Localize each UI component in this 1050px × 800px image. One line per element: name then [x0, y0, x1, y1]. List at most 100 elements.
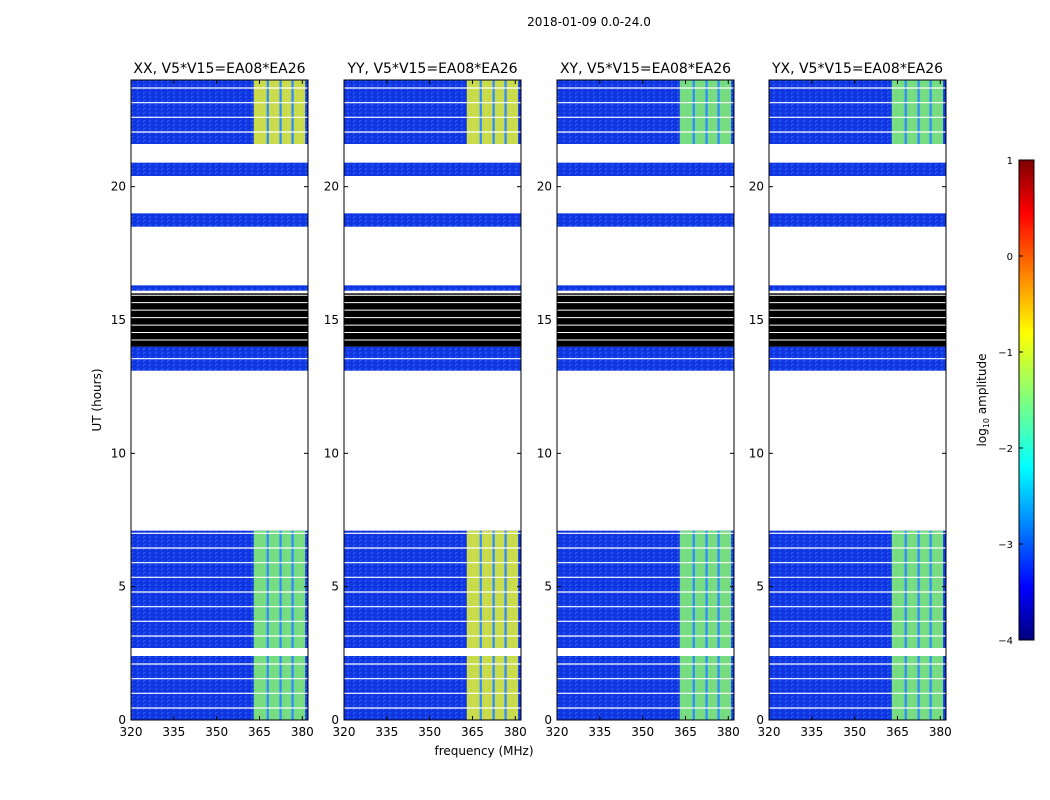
x-tick-label: 380 [929, 725, 952, 739]
panel-2: XY, V5*V15=EA08*EA26 320 335 350 365 380 0 5 10 1… [537, 61, 740, 739]
colorbar-label-sub: 10 [982, 418, 991, 428]
channel-gap [705, 80, 708, 144]
channel-gap [917, 80, 920, 144]
data-speckle [344, 213, 521, 227]
y-tick-label: 20 [537, 180, 552, 194]
colorbar-label-rest: amplitude [975, 354, 989, 418]
data-speckle [557, 213, 734, 227]
colorbar-tick-label: −2 [998, 444, 1013, 455]
channel-gap [692, 530, 695, 648]
colorbar: 10−1−2−3−4 log10 amplitude [975, 156, 1035, 647]
channel-gap [705, 656, 708, 720]
panel-title: YY, V5*V15=EA08*EA26 [346, 61, 517, 77]
x-tick-label: 320 [758, 725, 781, 739]
panel-frame [343, 79, 522, 721]
x-tick-label: 335 [588, 725, 611, 739]
channel-gap [266, 656, 269, 720]
channel-gap [717, 656, 720, 720]
flagged-block [769, 293, 946, 347]
x-tick-label: 335 [375, 725, 398, 739]
channel-gap [492, 530, 495, 648]
x-tick-label: 320 [120, 725, 143, 739]
data-speckle [344, 285, 521, 291]
data-speckle [131, 213, 308, 227]
channel-gap [479, 530, 482, 648]
panel-1: YY, V5*V15=EA08*EA26 320 335 350 365 380 0 5 10 1… [324, 61, 527, 739]
x-tick-label: 350 [205, 725, 228, 739]
data-speckle [344, 162, 521, 176]
channel-gap [279, 530, 282, 648]
channel-gap [929, 80, 932, 144]
channel-gap [504, 656, 507, 720]
x-tick-label: 350 [843, 725, 866, 739]
y-tick-label: 15 [111, 313, 126, 327]
y-tick-label: 10 [537, 446, 552, 460]
channel-gap [904, 80, 907, 144]
colorbar-tick-label: −4 [998, 636, 1013, 647]
y-axis-label: UT (hours) [90, 368, 104, 431]
data-speckle [131, 162, 308, 176]
channel-gap [929, 656, 932, 720]
x-axis-label: frequency (MHz) [434, 744, 533, 758]
channel-gap [717, 80, 720, 144]
channel-gap [279, 80, 282, 144]
panel-3: YX, V5*V15=EA08*EA26 320 335 350 365 380 0 5 10 1… [749, 61, 952, 739]
channel-gap [717, 530, 720, 648]
y-tick-label: 15 [749, 313, 764, 327]
channel-gap [266, 80, 269, 144]
channel-gap [479, 656, 482, 720]
y-tick-label: 0 [544, 713, 552, 727]
panel-frame [556, 79, 735, 721]
panel-title: YX, V5*V15=EA08*EA26 [771, 61, 943, 77]
colorbar-label-main: log [975, 428, 989, 446]
data-speckle [131, 285, 308, 291]
x-tick-label: 365 [674, 725, 697, 739]
colorbar-tick-label: −1 [998, 348, 1013, 359]
y-tick-label: 5 [118, 580, 126, 594]
y-tick-label: 20 [324, 180, 339, 194]
x-tick-label: 320 [546, 725, 569, 739]
colorbar-tick-label: 0 [1007, 252, 1013, 263]
figure-title: 2018-01-09 0.0-24.0 [527, 15, 651, 29]
channel-gap [479, 80, 482, 144]
x-tick-label: 365 [248, 725, 271, 739]
panel-title: XY, V5*V15=EA08*EA26 [560, 61, 731, 77]
y-tick-label: 10 [324, 446, 339, 460]
colorbar-tick-label: −3 [998, 540, 1013, 551]
y-tick-label: 10 [749, 446, 764, 460]
panel-0: XX, V5*V15=EA08*EA26 320 335 350 365 380 0 5 10 1… [111, 61, 314, 739]
colorbar-label: log10 amplitude [975, 354, 991, 447]
flagged-block [344, 293, 521, 347]
channel-gap [929, 530, 932, 648]
channel-gap [917, 530, 920, 648]
colorbar-gradient [1018, 159, 1035, 641]
data-speckle [557, 162, 734, 176]
flagged-block [557, 293, 734, 347]
channel-gap [692, 656, 695, 720]
data-speckle [769, 162, 946, 176]
x-tick-label: 350 [418, 725, 441, 739]
channel-gap [504, 530, 507, 648]
channel-gap [279, 656, 282, 720]
channel-gap [291, 80, 294, 144]
channel-gap [266, 530, 269, 648]
x-tick-label: 335 [800, 725, 823, 739]
y-tick-label: 0 [331, 713, 339, 727]
panel-frame [768, 79, 947, 721]
y-tick-label: 15 [537, 313, 552, 327]
y-tick-label: 10 [111, 446, 126, 460]
channel-gap [904, 656, 907, 720]
flagged-block [131, 293, 308, 347]
channel-gap [291, 656, 294, 720]
x-tick-label: 365 [886, 725, 909, 739]
channel-gap [504, 80, 507, 144]
colorbar-tick-label: 1 [1007, 156, 1013, 167]
x-tick-label: 380 [504, 725, 527, 739]
data-speckle [557, 285, 734, 291]
x-tick-label: 380 [291, 725, 314, 739]
data-speckle [769, 213, 946, 227]
y-tick-label: 5 [331, 580, 339, 594]
y-tick-label: 5 [756, 580, 764, 594]
channel-gap [705, 530, 708, 648]
